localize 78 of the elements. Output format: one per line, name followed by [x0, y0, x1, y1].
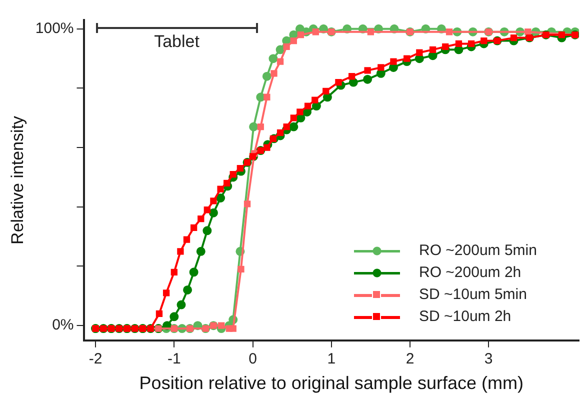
point	[416, 49, 423, 56]
point	[312, 28, 319, 36]
point	[230, 170, 236, 178]
point	[208, 208, 218, 218]
point	[558, 32, 566, 38]
point	[244, 200, 251, 208]
point	[224, 180, 230, 186]
point	[367, 28, 374, 36]
point	[446, 28, 453, 36]
point	[189, 268, 198, 277]
point	[177, 248, 184, 255]
x-tick-label: -1	[167, 350, 181, 368]
point	[183, 236, 190, 243]
point	[378, 64, 384, 71]
point	[230, 325, 236, 332]
point	[455, 40, 462, 48]
point	[510, 34, 518, 42]
legend-label: RO ~200um 5min	[419, 241, 537, 262]
x-tick-label: 1	[327, 350, 336, 368]
x-tick-label: -2	[88, 350, 102, 368]
point	[176, 300, 186, 310]
point	[304, 102, 312, 110]
point	[170, 268, 178, 276]
point	[468, 40, 475, 48]
y-axis-title: Relative intensity	[8, 115, 27, 244]
point	[249, 122, 258, 132]
point	[276, 129, 284, 136]
point	[442, 43, 449, 50]
x-tick-label: 3	[484, 350, 493, 368]
point	[210, 198, 217, 204]
point	[204, 206, 211, 214]
y-tick-label: 0%	[52, 316, 74, 334]
point	[218, 322, 225, 329]
point	[335, 78, 342, 86]
point	[404, 55, 410, 62]
point	[429, 46, 436, 53]
point	[156, 310, 163, 318]
legend-label: SD ~10um 5min	[419, 285, 527, 306]
point	[290, 37, 297, 44]
point	[524, 28, 532, 36]
point	[283, 43, 290, 50]
point	[216, 194, 226, 202]
point	[257, 123, 264, 130]
point	[217, 186, 224, 192]
point	[264, 144, 270, 151]
point	[270, 70, 278, 77]
x-tick-label: 0	[248, 350, 257, 368]
point	[262, 72, 272, 81]
legend-label: RO ~200um 2h	[419, 263, 522, 284]
point	[283, 123, 290, 130]
point	[196, 246, 206, 256]
annotation: Tablet	[154, 32, 200, 52]
point	[264, 94, 270, 100]
point	[480, 37, 488, 44]
x-axis-title: Position relative to original sample surface (mm)	[139, 373, 524, 394]
legend-label: SD ~10um 2h	[419, 307, 512, 328]
point	[202, 226, 212, 236]
point	[236, 165, 244, 172]
point	[268, 54, 278, 64]
point	[190, 224, 198, 231]
point	[290, 114, 297, 122]
point	[296, 108, 304, 116]
point	[297, 32, 304, 38]
point	[276, 58, 284, 65]
point	[363, 74, 372, 84]
y-tick-label: 100%	[35, 20, 74, 38]
point	[312, 96, 318, 104]
point	[183, 285, 192, 294]
point	[198, 215, 204, 222]
point	[289, 122, 298, 132]
point	[238, 266, 244, 273]
x-tick-label: 2	[406, 350, 414, 368]
point	[170, 312, 179, 322]
point	[322, 88, 330, 95]
point	[162, 290, 170, 296]
point	[390, 58, 397, 65]
point	[348, 73, 356, 80]
point	[364, 67, 371, 74]
